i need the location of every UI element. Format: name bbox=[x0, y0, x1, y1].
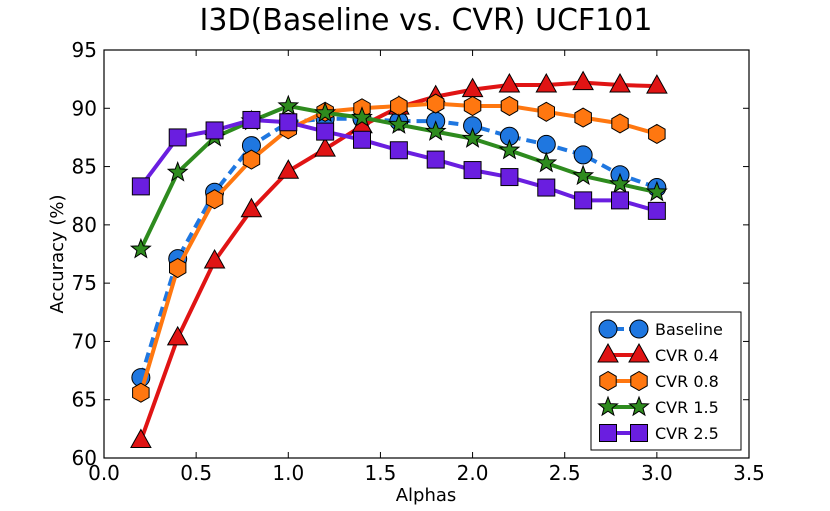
data-point-cvr-1-5 bbox=[535, 151, 558, 173]
data-point-cvr-0-8 bbox=[242, 149, 261, 170]
legend-marker-baseline bbox=[629, 319, 649, 339]
data-point-cvr-2-5 bbox=[316, 122, 335, 141]
data-point-cvr-0-4 bbox=[572, 70, 594, 91]
x-axis-label: Alphas bbox=[396, 485, 457, 506]
data-point-cvr-0-4 bbox=[646, 74, 668, 94]
data-point-cvr-2-5 bbox=[389, 141, 408, 160]
chart-title: I3D(Baseline vs. CVR) UCF101 bbox=[200, 3, 653, 38]
data-point-cvr-1-5 bbox=[129, 237, 152, 259]
data-point-cvr-0-4 bbox=[609, 72, 631, 93]
legend-marker-cvr-2-5 bbox=[630, 424, 648, 442]
data-point-baseline bbox=[573, 145, 593, 165]
data-point-cvr-2-5 bbox=[500, 168, 519, 187]
data-point-cvr-1-5 bbox=[424, 120, 447, 141]
data-point-baseline bbox=[536, 134, 556, 154]
data-point-cvr-0-8 bbox=[169, 257, 187, 279]
legend-marker-cvr-0-8 bbox=[630, 370, 648, 392]
data-point-cvr-2-5 bbox=[131, 177, 150, 196]
x-tick-label: 2.0 bbox=[457, 461, 489, 485]
data-point-cvr-0-8 bbox=[611, 113, 629, 134]
data-point-cvr-0-4 bbox=[498, 72, 521, 93]
legend-marker-cvr-0-4 bbox=[597, 342, 619, 363]
data-point-cvr-1-5 bbox=[314, 101, 337, 123]
y-tick-label: 85 bbox=[72, 155, 97, 179]
legend: Baseline CVR 0.4 CVR 0.8 CVR 1.5 CVR 2.5 bbox=[590, 311, 742, 451]
data-point-cvr-0-4 bbox=[203, 248, 226, 269]
x-tick-label: 1.5 bbox=[365, 461, 397, 485]
legend-marker-cvr-0-8 bbox=[599, 370, 617, 392]
data-point-cvr-0-8 bbox=[500, 95, 519, 117]
legend-label-cvr-0-8: CVR 0.8 bbox=[655, 372, 719, 391]
data-point-cvr-0-8 bbox=[427, 93, 445, 114]
plot-area-frame bbox=[103, 49, 750, 459]
x-tick-label: 2.5 bbox=[549, 461, 581, 485]
legend-marker-cvr-2-5 bbox=[599, 424, 617, 442]
x-tick-label: 1.0 bbox=[272, 461, 304, 485]
data-point-cvr-2-5 bbox=[279, 113, 298, 132]
data-point-cvr-2-5 bbox=[647, 201, 666, 220]
y-axis-label: Accuracy (%) bbox=[47, 194, 68, 313]
legend-marker-cvr-1-5 bbox=[597, 395, 619, 417]
y-tick-label: 75 bbox=[72, 271, 97, 295]
data-point-cvr-0-4 bbox=[166, 325, 189, 346]
data-point-cvr-0-8 bbox=[390, 95, 408, 117]
data-point-cvr-0-8 bbox=[463, 95, 482, 117]
data-point-cvr-0-8 bbox=[648, 123, 666, 144]
data-point-cvr-1-5 bbox=[609, 172, 631, 194]
data-point-cvr-1-5 bbox=[387, 113, 410, 134]
x-tick-label: 0.5 bbox=[180, 461, 212, 485]
data-point-cvr-0-4 bbox=[314, 137, 336, 157]
legend-marker-cvr-1-5 bbox=[628, 395, 650, 417]
data-point-cvr-0-8 bbox=[574, 107, 592, 128]
data-point-cvr-2-5 bbox=[168, 128, 187, 147]
data-point-cvr-0-8 bbox=[537, 101, 555, 122]
data-point-cvr-1-5 bbox=[166, 160, 189, 182]
data-point-cvr-2-5 bbox=[574, 191, 593, 210]
data-point-cvr-1-5 bbox=[461, 127, 484, 148]
data-point-cvr-0-8 bbox=[205, 189, 224, 210]
legend-label-cvr-0-4: CVR 0.4 bbox=[655, 346, 719, 365]
data-point-cvr-2-5 bbox=[537, 178, 556, 197]
y-tick-label: 80 bbox=[72, 213, 97, 237]
legend-marker-baseline bbox=[598, 319, 618, 339]
data-point-cvr-2-5 bbox=[205, 121, 224, 140]
data-point-cvr-2-5 bbox=[611, 191, 629, 210]
legend-marker-cvr-0-4 bbox=[628, 342, 650, 363]
y-tick-label: 60 bbox=[72, 446, 97, 470]
y-tick-label: 70 bbox=[72, 329, 97, 353]
data-point-cvr-2-5 bbox=[426, 150, 445, 169]
data-point-cvr-1-5 bbox=[645, 180, 668, 202]
data-point-cvr-0-8 bbox=[132, 382, 150, 403]
y-tick-label: 90 bbox=[72, 96, 97, 120]
x-tick-label: 3.0 bbox=[641, 461, 673, 485]
data-point-cvr-2-5 bbox=[353, 130, 371, 149]
data-point-cvr-0-4 bbox=[277, 159, 300, 179]
legend-label-cvr-2-5: CVR 2.5 bbox=[655, 424, 719, 443]
data-point-cvr-2-5 bbox=[242, 110, 261, 129]
y-tick-label: 65 bbox=[72, 388, 97, 412]
data-point-cvr-1-5 bbox=[572, 164, 595, 186]
data-point-cvr-0-4 bbox=[240, 197, 263, 218]
legend-label-cvr-1-5: CVR 1.5 bbox=[655, 398, 719, 417]
data-point-cvr-0-4 bbox=[535, 72, 558, 93]
legend-label-baseline: Baseline bbox=[655, 320, 723, 339]
series-cvr-2-5 bbox=[131, 110, 666, 220]
data-point-cvr-1-5 bbox=[277, 94, 300, 116]
data-point-cvr-1-5 bbox=[498, 138, 521, 160]
data-point-cvr-2-5 bbox=[463, 161, 482, 180]
data-point-cvr-0-4 bbox=[130, 428, 152, 448]
x-tick-label: 0.0 bbox=[88, 461, 120, 485]
x-tick-label: 3.5 bbox=[733, 461, 765, 485]
y-tick-label: 95 bbox=[72, 38, 97, 62]
data-point-cvr-1-5 bbox=[351, 106, 373, 127]
